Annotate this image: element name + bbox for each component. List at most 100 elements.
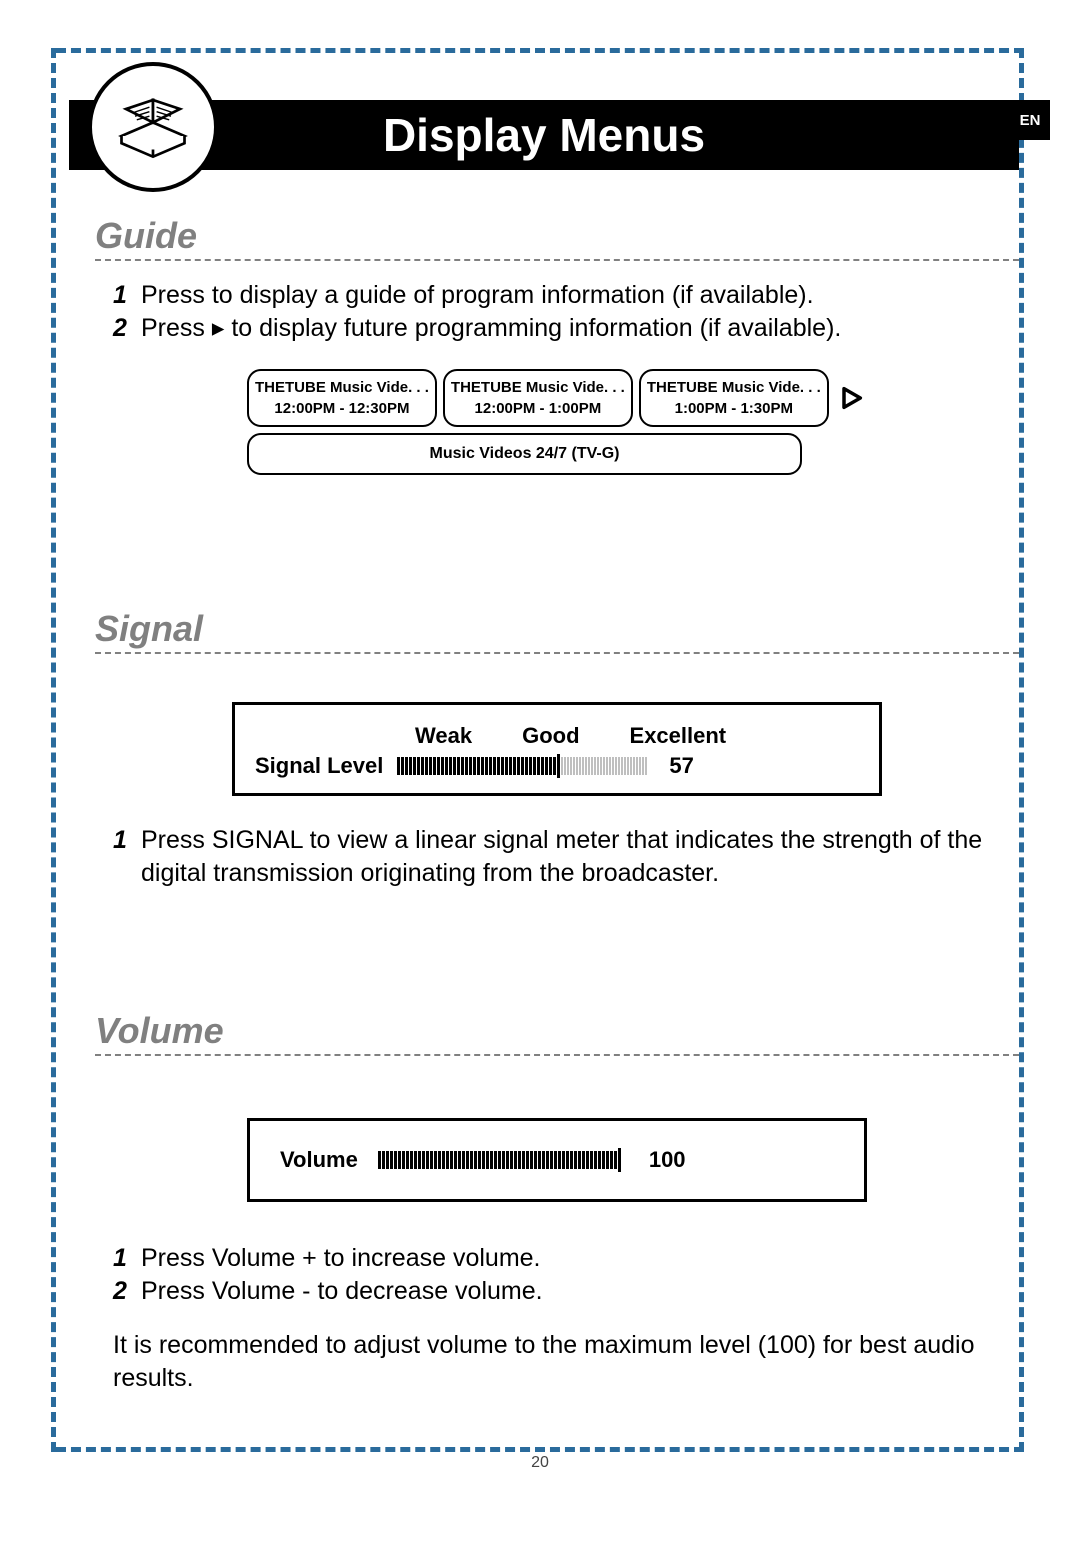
meter-tick (549, 757, 552, 775)
instruction-number: 1 (113, 1242, 131, 1275)
meter-tick (386, 1151, 389, 1169)
meter-tick (588, 757, 590, 775)
meter-tick (418, 1151, 421, 1169)
volume-meter (378, 1150, 621, 1170)
instruction-number: 2 (113, 312, 131, 345)
meter-tick (410, 1151, 413, 1169)
meter-tick (510, 1151, 513, 1169)
meter-tick (591, 757, 593, 775)
meter-tick (525, 757, 528, 775)
scale-weak: Weak (415, 723, 472, 749)
instruction-row: 1Press SIGNAL to view a linear signal me… (113, 824, 1019, 889)
meter-tick (478, 1151, 481, 1169)
meter-tick (602, 1151, 605, 1169)
meter-tick (466, 1151, 469, 1169)
meter-tick (473, 757, 476, 775)
play-next-icon[interactable] (835, 369, 867, 427)
meter-tick (630, 757, 632, 775)
meter-tick (636, 757, 638, 775)
meter-tick (594, 757, 596, 775)
meter-tick (378, 1151, 381, 1169)
meter-tick (610, 1151, 613, 1169)
instruction-row: 2Press ▸ to display future programming i… (113, 312, 1019, 345)
meter-tick (600, 757, 602, 775)
page-number: 20 (0, 1454, 1080, 1472)
meter-tick (554, 1151, 557, 1169)
guide-card-time: 12:00PM - 1:00PM (451, 400, 625, 417)
meter-tick (529, 757, 532, 775)
meter-tick (570, 757, 572, 775)
meter-tick (477, 757, 480, 775)
guide-card-title: THETUBE Music Vide. . . (255, 379, 429, 396)
meter-tick (522, 1151, 525, 1169)
meter-tick (469, 757, 472, 775)
meter-tick (545, 757, 548, 775)
meter-tick (633, 757, 635, 775)
meter-tick (518, 1151, 521, 1169)
meter-tick (521, 757, 524, 775)
instruction-number: 1 (113, 824, 131, 889)
meter-tick (603, 757, 605, 775)
meter-tick (573, 757, 575, 775)
volume-value: 100 (649, 1147, 686, 1173)
meter-tick (402, 1151, 405, 1169)
meter-tick (382, 1151, 385, 1169)
instruction-text: Press Volume - to decrease volume. (141, 1275, 543, 1308)
meter-tick (597, 757, 599, 775)
meter-tick (582, 757, 584, 775)
instruction-number: 2 (113, 1275, 131, 1308)
meter-tick (645, 757, 647, 775)
meter-tick (498, 1151, 501, 1169)
meter-tick (586, 1151, 589, 1169)
guide-card-title: THETUBE Music Vide. . . (451, 379, 625, 396)
meter-tick (624, 757, 626, 775)
guide-card: THETUBE Music Vide. . . 12:00PM - 12:30PM (247, 369, 437, 427)
meter-tick (458, 1151, 461, 1169)
meter-tick (454, 1151, 457, 1169)
meter-tick (502, 1151, 505, 1169)
meter-tick (390, 1151, 393, 1169)
instruction-row: 1Press to display a guide of program inf… (113, 279, 1019, 312)
meter-tick (506, 1151, 509, 1169)
meter-tick (570, 1151, 573, 1169)
meter-tick (485, 757, 488, 775)
meter-tick (621, 757, 623, 775)
meter-tick (627, 757, 629, 775)
guide-card-time: 12:00PM - 12:30PM (255, 400, 429, 417)
meter-tick (509, 757, 512, 775)
meter-tick (541, 757, 544, 775)
meter-tick (530, 1151, 533, 1169)
instruction-row: 1 Press Volume + to increase volume. (113, 1242, 1019, 1275)
meter-tick (606, 1151, 609, 1169)
instruction-text: Press SIGNAL to view a linear signal met… (141, 824, 1019, 889)
meter-tick (526, 1151, 529, 1169)
meter-tick (401, 757, 404, 775)
meter-tick (430, 1151, 433, 1169)
instruction-text: Press Volume + to increase volume. (141, 1242, 541, 1275)
meter-tick (542, 1151, 545, 1169)
signal-label: Signal Level (255, 753, 383, 779)
meter-tick (494, 1151, 497, 1169)
meter-tick (445, 757, 448, 775)
meter-tick (421, 757, 424, 775)
signal-steps: 1Press SIGNAL to view a linear signal me… (95, 824, 1019, 889)
guide-card: THETUBE Music Vide. . . 12:00PM - 1:00PM (443, 369, 633, 427)
section-signal: Signal Weak Good Excellent Signal Level … (95, 608, 1019, 889)
meter-tick (406, 1151, 409, 1169)
meter-tick (609, 757, 611, 775)
meter-tick (615, 757, 617, 775)
meter-tick (562, 1151, 565, 1169)
meter-tick (497, 757, 500, 775)
meter-tick (470, 1151, 473, 1169)
meter-tick (614, 1151, 617, 1169)
section-heading-guide: Guide (95, 215, 1019, 261)
meter-tick (557, 754, 560, 778)
meter-tick (550, 1151, 553, 1169)
meter-tick (442, 1151, 445, 1169)
meter-tick (564, 757, 566, 775)
guide-cards: THETUBE Music Vide. . . 12:00PM - 12:30PM… (247, 369, 867, 475)
guide-card-title: THETUBE Music Vide. . . (647, 379, 821, 396)
meter-tick (534, 1151, 537, 1169)
meter-tick (618, 1148, 621, 1172)
meter-tick (413, 757, 416, 775)
